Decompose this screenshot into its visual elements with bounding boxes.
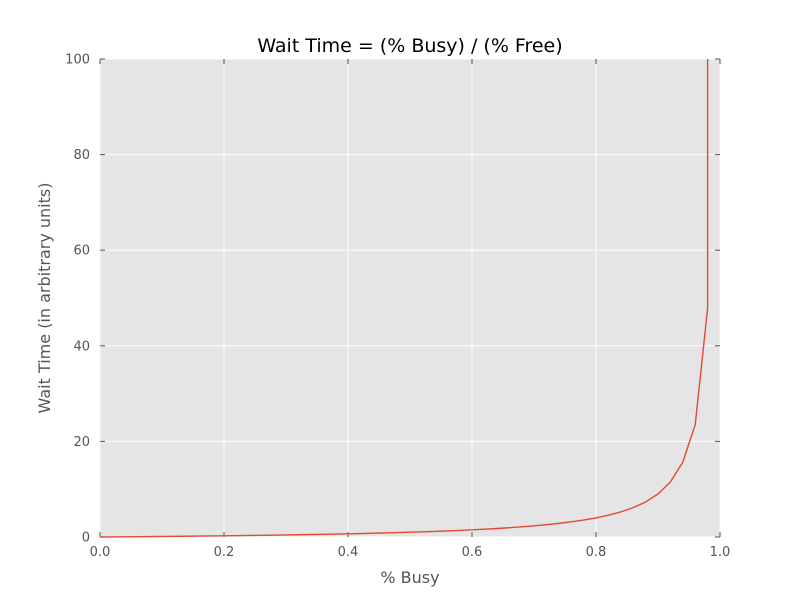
series-layer bbox=[99, 59, 709, 538]
x-tick-label: 0.2 bbox=[214, 545, 235, 560]
x-tick-label: 0.0 bbox=[90, 545, 111, 560]
y-tick-label: 60 bbox=[73, 244, 90, 259]
series-line bbox=[99, 59, 709, 538]
x-axis-label: % Busy bbox=[380, 568, 439, 587]
x-tick-label: 0.6 bbox=[462, 545, 483, 560]
x-tick-label: 0.4 bbox=[338, 545, 359, 560]
y-axis-label: Wait Time (in arbitrary units) bbox=[35, 183, 54, 414]
y-tick-label: 80 bbox=[73, 148, 90, 163]
y-tick-label: 100 bbox=[65, 53, 90, 68]
grid-lines bbox=[99, 58, 721, 538]
y-tick-label: 20 bbox=[73, 435, 90, 450]
y-tick-label: 40 bbox=[73, 339, 90, 354]
chart-title: Wait Time = (% Busy) / (% Free) bbox=[257, 35, 562, 57]
axis-ticks: 0.0 0.2 0.4 0.6 0.8 1.0 0 20 40 60 80 100 bbox=[65, 53, 730, 561]
plot-area bbox=[100, 59, 720, 537]
y-tick-label: 0 bbox=[82, 531, 90, 546]
x-tick-label: 0.8 bbox=[586, 545, 607, 560]
x-tick-label: 1.0 bbox=[710, 545, 731, 560]
